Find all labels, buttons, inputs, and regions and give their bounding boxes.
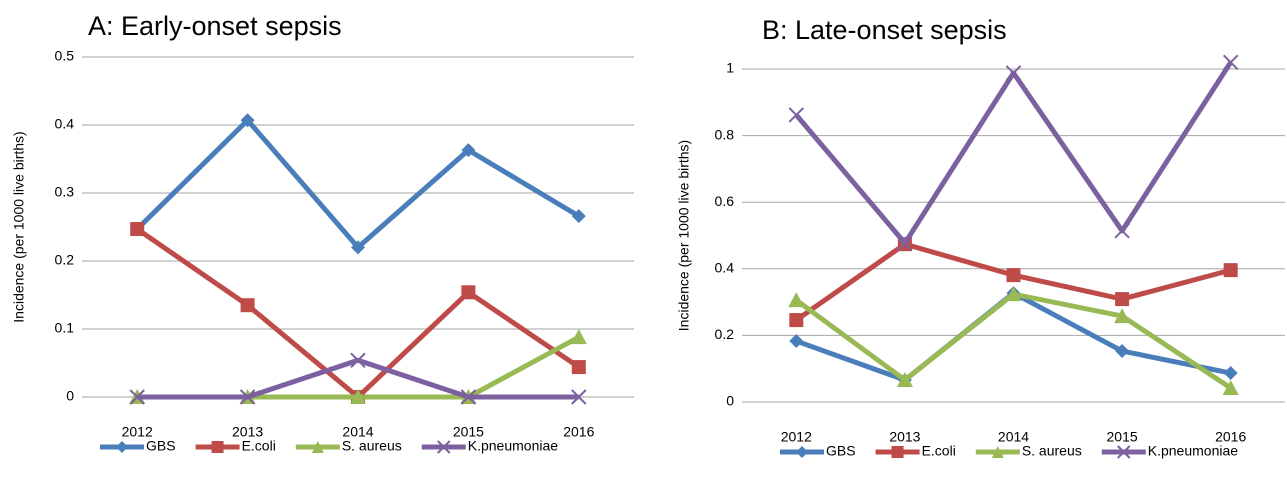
legend-label: S. aureus <box>1022 443 1082 459</box>
marker <box>350 389 366 404</box>
marker <box>1223 263 1238 278</box>
marker <box>1222 54 1239 71</box>
marker <box>240 113 255 128</box>
legend-label: E.coli <box>242 438 276 454</box>
legend-marker <box>211 441 224 453</box>
marker <box>240 298 255 313</box>
x-tick-label: 2016 <box>563 424 594 440</box>
marker <box>1114 223 1130 239</box>
marker <box>789 334 804 349</box>
marker <box>1006 268 1021 283</box>
series-line <box>795 290 1232 383</box>
x-tick-label: 2016 <box>1215 429 1246 445</box>
y-tick-label: 0.8 <box>715 126 735 142</box>
marker <box>460 389 477 405</box>
marker <box>130 222 145 237</box>
series-line <box>137 334 580 400</box>
marker <box>461 285 476 300</box>
marker <box>570 329 587 345</box>
chart: A: Early-onset sepsis Incidence (per 1000… <box>11 11 634 454</box>
legend-label: K.pneumoniae <box>1148 443 1239 459</box>
series-line <box>794 291 1233 391</box>
y-tick-label: 0.4 <box>715 260 735 276</box>
marker <box>350 352 366 368</box>
marker <box>789 313 804 328</box>
marker <box>1005 286 1022 302</box>
y-axis-label: Incidence (per 1000 live births) <box>11 131 27 322</box>
legend-marker <box>311 441 324 453</box>
series-line <box>794 60 1233 246</box>
marker <box>351 240 365 255</box>
marker <box>129 389 145 405</box>
marker <box>1222 380 1239 396</box>
chart: B: Late-onset sepsis Incidence (per 1000 … <box>676 15 1285 459</box>
x-tick-label: 2013 <box>232 424 263 440</box>
y-tick-label: 1 <box>726 60 734 76</box>
y-tick-label: 0 <box>726 393 734 409</box>
y-tick-label: 0.2 <box>715 326 735 342</box>
marker <box>788 292 805 308</box>
y-tick-label: 0.6 <box>715 193 735 209</box>
marker <box>896 372 913 388</box>
series-line <box>135 117 581 250</box>
marker <box>571 389 587 405</box>
y-tick-label: 0.5 <box>55 48 75 64</box>
x-tick-label: 2013 <box>889 429 920 445</box>
legend-label: GBS <box>146 438 176 454</box>
legend-marker <box>1117 445 1131 459</box>
marker <box>239 389 256 405</box>
legend-marker <box>437 440 451 454</box>
y-tick-label: 0.3 <box>55 184 75 200</box>
legend-marker <box>116 441 128 453</box>
marker <box>1114 308 1131 324</box>
legend-marker <box>796 446 808 458</box>
marker <box>571 209 586 224</box>
x-tick-label: 2015 <box>1107 429 1138 445</box>
legend-marker <box>991 446 1004 458</box>
y-axis-label: Incidence (per 1000 live births) <box>676 140 692 331</box>
chart-title: B: Late-onset sepsis <box>762 15 1007 45</box>
marker <box>788 107 805 123</box>
legend-label: S. aureus <box>342 438 402 454</box>
legend-label: GBS <box>826 443 856 459</box>
legend-marker <box>891 446 904 458</box>
x-tick-label: 2012 <box>122 424 153 440</box>
y-tick-label: 0.4 <box>55 116 75 132</box>
x-tick-label: 2014 <box>998 429 1029 445</box>
x-tick-label: 2014 <box>342 424 373 440</box>
x-tick-label: 2015 <box>453 424 484 440</box>
y-tick-label: 0.2 <box>55 252 75 268</box>
marker <box>897 235 913 251</box>
legend-label: K.pneumoniae <box>468 438 559 454</box>
marker <box>571 360 586 375</box>
legend-label: E.coli <box>922 443 956 459</box>
y-tick-label: 0 <box>66 388 74 404</box>
marker <box>461 143 476 158</box>
marker <box>1115 344 1130 359</box>
chart-title: A: Early-onset sepsis <box>88 11 342 41</box>
marker <box>1223 366 1238 381</box>
marker <box>1005 65 1022 81</box>
x-tick-label: 2012 <box>781 429 812 445</box>
marker <box>1115 292 1130 307</box>
y-tick-label: 0.1 <box>55 320 75 336</box>
